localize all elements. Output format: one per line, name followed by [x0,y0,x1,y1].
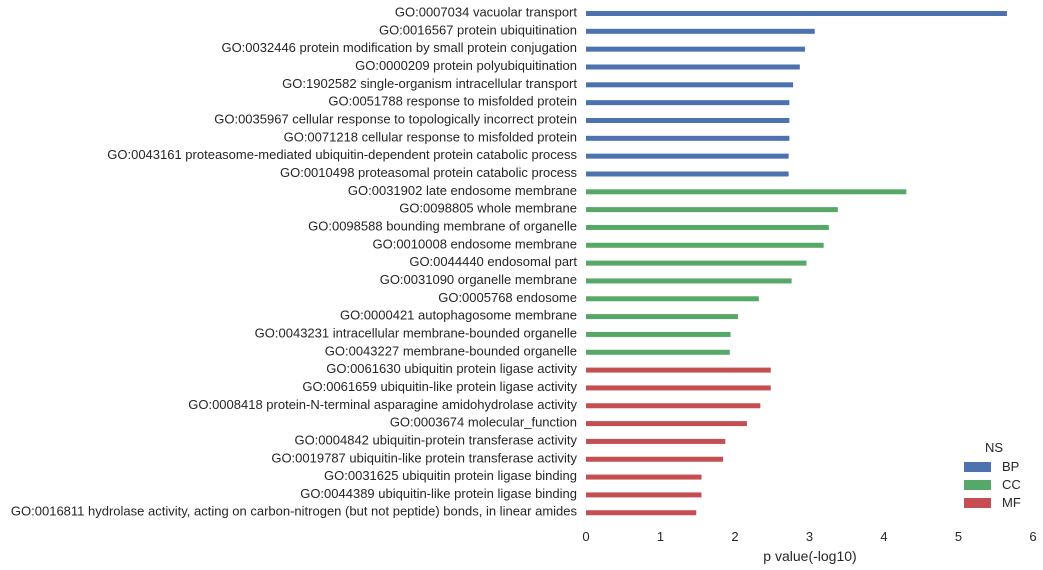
bar-mf [586,510,697,516]
category-label: GO:0035967 cellular response to topologi… [214,111,577,126]
bar-bp [586,100,790,106]
category-label: GO:0043227 membrane-bounded organelle [325,343,577,358]
bar-bp [586,11,1007,16]
category-label: GO:0031902 late endosome membrane [348,183,577,198]
bar-bp [586,64,800,70]
legend-label-mf: MF [1002,495,1021,510]
category-label: GO:1902582 single-organism intracellular… [282,76,577,91]
bar-mf [586,456,724,462]
category-label: GO:0061630 ubiquitin protein ligase acti… [326,361,577,376]
x-tick-label: 0 [582,529,589,544]
category-label: GO:0043231 intracellular membrane-bounde… [255,325,577,340]
legend-title: NS [985,440,1003,455]
legend-swatch-cc [964,480,991,490]
category-label: GO:0016567 protein ubiquitination [379,22,577,37]
x-tick-label: 4 [880,529,887,544]
category-label: GO:0051788 response to misfolded protein [328,94,577,109]
category-label: GO:0044389 ubiquitin-like protein ligase… [300,486,577,501]
category-label: GO:0098805 whole membrane [399,201,577,216]
category-label: GO:0019787 ubiquitin-like protein transf… [271,450,577,465]
bar-cc [586,189,907,195]
category-label: GO:0031090 organelle membrane [380,272,577,287]
bar-mf [586,474,702,480]
category-label: GO:0000421 autophagosome membrane [340,308,577,323]
category-label: GO:0005768 endosome [438,290,577,305]
bar-bp [586,135,790,141]
x-axis-ticks: 0 1 2 3 4 5 6 [582,529,1036,544]
bar-cc [586,331,731,337]
bars-layer [586,11,1007,516]
bar-cc [586,296,759,302]
bar-mf [586,403,761,409]
category-label: GO:0071218 cellular response to misfolde… [284,129,577,144]
category-label: GO:0032446 protein modification by small… [221,40,577,55]
x-axis-title: p value(-log10) [763,548,856,564]
legend-items: BP CC MF [964,459,1021,510]
category-label: GO:0098588 bounding membrane of organell… [308,218,577,233]
category-label: GO:0016811 hydrolase activity, acting on… [11,504,578,519]
category-label: GO:0010498 proteasomal protein catabolic… [280,165,578,180]
category-label: GO:0043161 proteasome-mediated ubiquitin… [107,147,577,162]
category-label: GO:0003674 molecular_function [390,415,577,430]
x-tick-label: 5 [955,529,962,544]
bar-cc [586,242,824,248]
legend-label-bp: BP [1002,459,1019,474]
legend-swatch-bp [964,462,991,472]
x-tick-label: 3 [806,529,813,544]
bar-bp [586,82,794,88]
category-label: GO:0007034 vacuolar transport [395,5,577,20]
bar-mf [586,492,702,498]
category-label: GO:0010008 endosome membrane [372,236,577,251]
legend-swatch-mf [964,498,991,508]
bar-cc [586,260,807,266]
bar-mf [586,385,771,391]
bar-bp [586,28,815,34]
bar-mf [586,367,771,373]
bar-cc [586,349,730,355]
bar-bp [586,153,789,159]
bar-mf [586,438,726,444]
bar-bp [586,171,789,177]
category-label: GO:0008418 protein-N-terminal asparagine… [188,397,577,412]
bar-cc [586,278,792,284]
category-label: GO:0061659 ubiquitin-like protein ligase… [302,379,577,394]
x-tick-label: 2 [731,529,738,544]
bar-mf [586,421,747,427]
bar-bp [586,46,806,52]
x-tick-label: 6 [1029,529,1036,544]
bar-cc [586,224,829,230]
category-labels: GO:0007034 vacuolar transport GO:0016567 … [11,5,578,519]
bar-cc [586,314,738,320]
x-tick-label: 1 [657,529,664,544]
category-label: GO:0000209 protein polyubiquitination [355,58,577,73]
category-label: GO:0004842 ubiquitin-protein transferase… [294,432,577,447]
category-label: GO:0031625 ubiquitin protein ligase bind… [324,468,577,483]
bar-bp [586,117,790,123]
legend-label-cc: CC [1002,477,1021,492]
category-label: GO:0044440 endosomal part [409,254,577,269]
bar-cc [586,207,838,213]
legend: NS BP CC MF [964,440,1021,510]
